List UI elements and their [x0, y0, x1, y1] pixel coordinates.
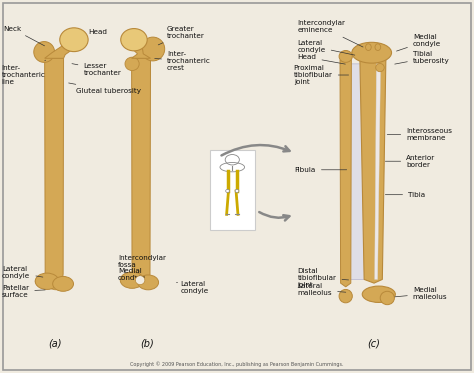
Ellipse shape	[375, 44, 381, 50]
Ellipse shape	[125, 57, 139, 70]
Ellipse shape	[138, 275, 158, 290]
Text: Fibula: Fibula	[295, 167, 346, 173]
Polygon shape	[360, 58, 386, 283]
Ellipse shape	[35, 273, 59, 289]
Text: Head: Head	[298, 54, 346, 64]
Polygon shape	[45, 58, 64, 281]
Ellipse shape	[352, 42, 392, 63]
Text: Lateral
condyle: Lateral condyle	[176, 281, 209, 294]
Ellipse shape	[339, 289, 352, 303]
Ellipse shape	[53, 276, 73, 291]
Polygon shape	[340, 60, 351, 287]
Polygon shape	[45, 41, 81, 58]
Polygon shape	[348, 64, 367, 279]
Ellipse shape	[362, 286, 395, 303]
Text: Head: Head	[77, 29, 107, 37]
Polygon shape	[374, 64, 381, 279]
Text: Distal
tibiofibular
joint: Distal tibiofibular joint	[298, 267, 348, 288]
Ellipse shape	[235, 189, 239, 192]
Text: Interosseous
membrane: Interosseous membrane	[387, 128, 452, 141]
Ellipse shape	[380, 291, 394, 305]
Ellipse shape	[60, 28, 88, 51]
Text: Inter-
trochanteric
crest: Inter- trochanteric crest	[155, 51, 211, 71]
Ellipse shape	[34, 41, 55, 62]
Text: Intercondylar
eminence: Intercondylar eminence	[298, 20, 363, 47]
Ellipse shape	[120, 272, 144, 288]
Ellipse shape	[226, 189, 229, 192]
Text: (a): (a)	[48, 338, 62, 348]
Text: Lateral
condyle: Lateral condyle	[298, 40, 355, 55]
Text: Anterior
border: Anterior border	[385, 155, 436, 168]
Text: (c): (c)	[368, 338, 381, 348]
Text: Tibia: Tibia	[385, 192, 425, 198]
Ellipse shape	[339, 50, 352, 62]
Ellipse shape	[141, 37, 164, 61]
Polygon shape	[35, 279, 73, 290]
Text: Medial
malleolus: Medial malleolus	[393, 287, 447, 300]
Ellipse shape	[365, 44, 371, 50]
Text: Lesser
trochanter: Lesser trochanter	[72, 63, 121, 76]
Ellipse shape	[136, 276, 145, 285]
Polygon shape	[132, 58, 151, 281]
Text: Gluteal tuberosity: Gluteal tuberosity	[69, 83, 141, 94]
Text: Inter-
trochanteric
line: Inter- trochanteric line	[1, 60, 46, 85]
Text: Tibial
tuberosity: Tibial tuberosity	[395, 51, 449, 64]
Text: Copyright © 2009 Pearson Education, Inc., publishing as Pearson Benjamin Cumming: Copyright © 2009 Pearson Education, Inc.…	[130, 361, 344, 367]
Text: Intercondylar
fossa: Intercondylar fossa	[118, 255, 166, 272]
Text: Proximal
tibiofibular
joint: Proximal tibiofibular joint	[294, 65, 348, 85]
Ellipse shape	[121, 29, 147, 51]
Text: Patellar
surface: Patellar surface	[2, 285, 45, 298]
Text: Neck: Neck	[3, 26, 45, 46]
Text: Medial
condyle: Medial condyle	[397, 34, 441, 51]
Text: Medial
condyle: Medial condyle	[118, 269, 146, 282]
Text: Lateral
malleolus: Lateral malleolus	[298, 283, 346, 296]
FancyBboxPatch shape	[210, 150, 255, 231]
Text: (b): (b)	[140, 338, 154, 348]
Text: Greater
trochanter: Greater trochanter	[158, 26, 205, 45]
Polygon shape	[128, 41, 151, 58]
Ellipse shape	[376, 63, 384, 72]
Text: Lateral
condyle: Lateral condyle	[2, 266, 43, 279]
